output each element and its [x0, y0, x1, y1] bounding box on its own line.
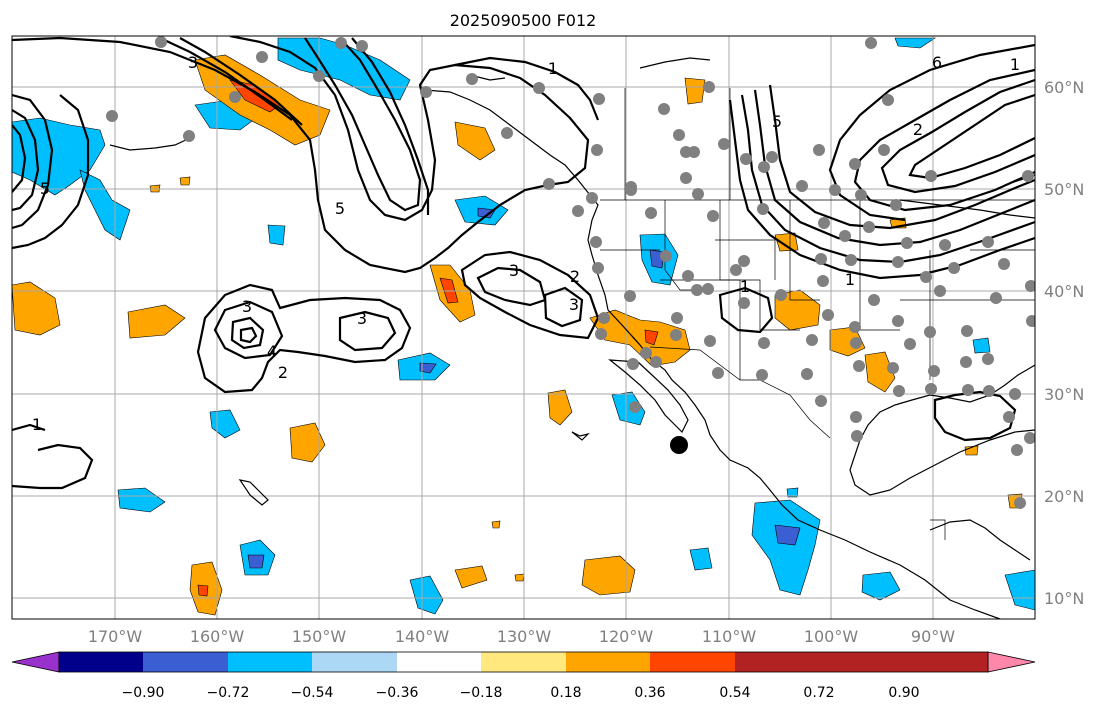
colorbar-extend-high	[987, 651, 1036, 673]
colorbar-segment	[735, 652, 819, 672]
contour-label: 5	[335, 199, 345, 218]
lon-label: 100°W	[804, 627, 859, 646]
contour-label: 1	[845, 270, 855, 289]
contour-label: 5	[40, 179, 50, 198]
colorbar-tick-label: −0.54	[291, 685, 334, 701]
contour-label: 2	[913, 120, 923, 139]
contour-label: 3	[188, 53, 198, 72]
lon-label: 150°W	[292, 627, 347, 646]
contour-lines	[12, 36, 1035, 490]
colorbar-tick-label: 0.18	[550, 685, 581, 701]
colorbar-extend-low	[11, 651, 60, 673]
lon-label: 120°W	[599, 627, 654, 646]
colorbar-tick-label: 0.36	[634, 685, 665, 701]
map-layers: 1 1 1 1 2 2 3 3 3 3 4 5 5 5 6 1 2 3	[12, 36, 1035, 619]
lat-label: 10°N	[1044, 589, 1084, 608]
contour-label: 4	[267, 342, 277, 361]
colorbar-segment	[566, 652, 650, 672]
lon-label: 130°W	[497, 627, 552, 646]
contour-label: 1	[740, 277, 750, 296]
contour-label: 2	[570, 267, 580, 286]
colorbar-segment	[819, 652, 904, 672]
lat-label: 50°N	[1044, 180, 1084, 199]
contour-label: 3	[569, 295, 579, 314]
colorbar-segment	[228, 652, 312, 672]
colorbar-segment	[143, 652, 228, 672]
colorbar-tick-label: −0.90	[122, 685, 165, 701]
colorbar-segment	[904, 652, 988, 672]
lon-label: 140°W	[395, 627, 450, 646]
colorbar-tick-label: −0.36	[376, 685, 419, 701]
lat-label: 20°N	[1044, 487, 1084, 506]
colorbar-segment	[481, 652, 566, 672]
lon-label: 90°W	[911, 627, 955, 646]
lon-label: 160°W	[190, 627, 245, 646]
colorbar-tick-label: 0.72	[803, 685, 834, 701]
colorbar-tick-label: −0.18	[460, 685, 503, 701]
latitude-axis-labels: 60°N 50°N 40°N 30°N 20°N 10°N	[1044, 78, 1084, 608]
negative-anomaly-shading	[12, 37, 1035, 615]
lat-label: 60°N	[1044, 78, 1084, 97]
colorbar-tick-label: 0.54	[719, 685, 750, 701]
contour-label: 3	[357, 309, 367, 328]
lat-label: 40°N	[1044, 282, 1084, 301]
longitude-axis-labels: 170°W 160°W 150°W 140°W 130°W 120°W 110°…	[88, 627, 955, 646]
station-dots	[106, 36, 1035, 509]
contour-label: 3	[509, 261, 519, 280]
colorbar-segment	[650, 652, 735, 672]
colorbar: −0.90 −0.72 −0.54 −0.36 −0.18 0.18 0.36 …	[11, 651, 1036, 701]
map-title: 2025090500 F012	[450, 11, 597, 30]
location-marker	[670, 436, 688, 454]
contour-label: 1	[548, 59, 558, 78]
contour-label: 3	[242, 297, 252, 316]
colorbar-outline	[58, 651, 989, 673]
contour-label: 1	[32, 415, 42, 434]
lat-label: 30°N	[1044, 385, 1084, 404]
contour-value-labels: 1 1 1 1 2 2 3 3 3 3 4 5 5 5 6 1 2 3	[32, 53, 1020, 434]
lon-label: 110°W	[702, 627, 757, 646]
lon-label: 170°W	[88, 627, 143, 646]
colorbar-tick-label: −0.72	[207, 685, 250, 701]
colorbar-segment	[397, 652, 481, 672]
contour-label: 5	[772, 112, 782, 131]
graticule	[12, 36, 1035, 619]
contour-label: 1	[1010, 55, 1020, 74]
contour-label: 6	[932, 53, 942, 72]
map-frame	[11, 35, 1036, 620]
colorbar-segment	[59, 652, 143, 672]
colorbar-segment	[312, 652, 397, 672]
contour-label: 2	[278, 363, 288, 382]
colorbar-tick-label: 0.90	[888, 685, 919, 701]
